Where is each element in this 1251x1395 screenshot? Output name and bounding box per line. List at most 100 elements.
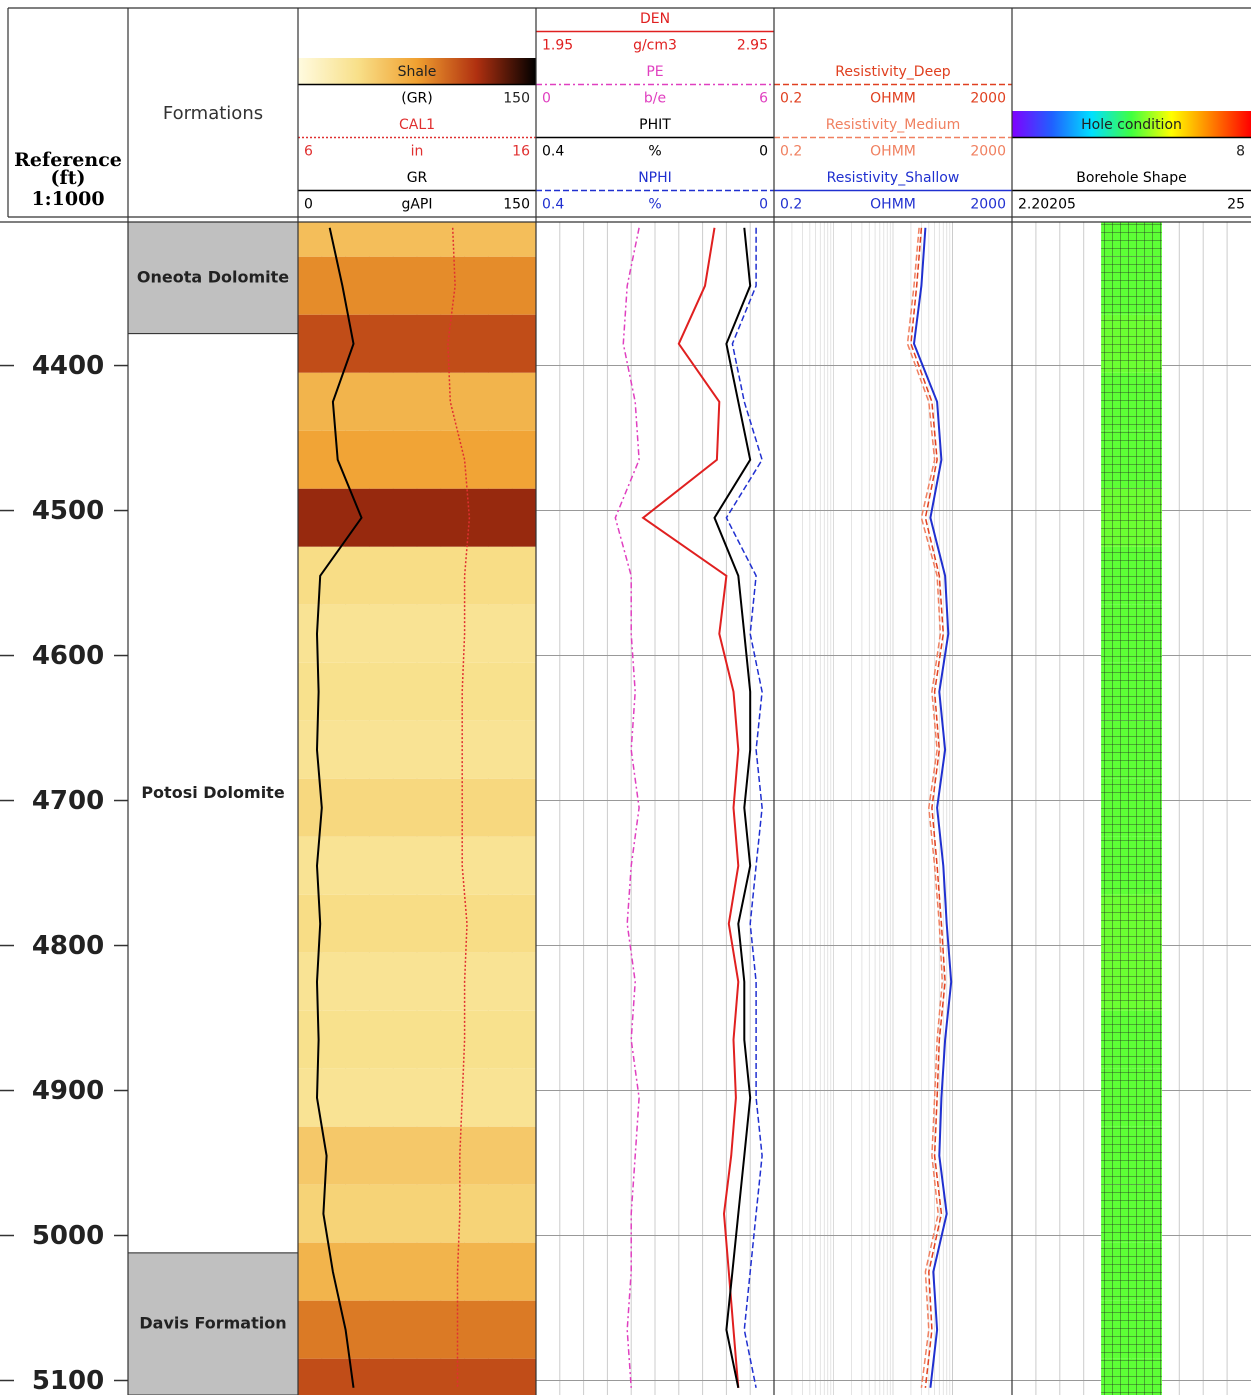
formation bbox=[127, 333, 299, 1254]
shale-shading bbox=[298, 1358, 536, 1395]
shale-shading bbox=[298, 1068, 536, 1127]
scale-max: 2000 bbox=[970, 144, 1006, 160]
shale-shading bbox=[298, 662, 536, 721]
scale-max: 8 bbox=[1236, 144, 1245, 160]
scale-unit: OHMM bbox=[870, 144, 916, 160]
depth-label: 4600 bbox=[32, 641, 104, 671]
scale-max: 150 bbox=[503, 91, 530, 107]
curve-name: Resistivity_Deep bbox=[835, 64, 951, 80]
scale-unit: g/cm3 bbox=[633, 38, 677, 54]
scale-unit: % bbox=[648, 144, 661, 160]
borehole-mesh bbox=[1101, 778, 1162, 837]
curve-name: PHIT bbox=[639, 117, 671, 133]
scale-max: 2.95 bbox=[737, 38, 768, 54]
scale-max: 150 bbox=[503, 197, 530, 213]
scale-min: 1 bbox=[304, 91, 313, 107]
log-curve bbox=[315, 227, 363, 1388]
borehole-mesh bbox=[1101, 1010, 1162, 1069]
colorbar bbox=[298, 58, 536, 85]
borehole-mesh bbox=[1101, 372, 1162, 431]
depth-label: 4500 bbox=[32, 496, 104, 526]
scale-max: 25 bbox=[1227, 197, 1245, 213]
borehole-mesh bbox=[1101, 662, 1162, 721]
borehole-mesh bbox=[1101, 1068, 1162, 1127]
colorbar bbox=[1012, 111, 1251, 138]
scale-max: 0 bbox=[759, 197, 768, 213]
scale-unit: OHMM bbox=[870, 197, 916, 213]
curve-name: Resistivity_Medium bbox=[826, 117, 961, 133]
formation-name: Oneota Dolomite bbox=[137, 267, 289, 286]
borehole-mesh bbox=[1101, 836, 1162, 895]
scale-max: 2000 bbox=[970, 197, 1006, 213]
shale-shading bbox=[298, 372, 536, 431]
tracks: Oneota Dolomite Potosi Dolomite Davis Form… bbox=[0, 11, 1251, 1395]
depth-label: 4400 bbox=[32, 351, 104, 381]
borehole-mesh bbox=[1101, 314, 1162, 373]
log-curve bbox=[912, 227, 953, 1388]
borehole-mesh bbox=[1101, 952, 1162, 1011]
shale-shading bbox=[298, 222, 536, 257]
shale-shading bbox=[298, 836, 536, 895]
borehole-mesh bbox=[1101, 1300, 1162, 1359]
depth-label: 4700 bbox=[32, 786, 104, 816]
depth-label: 5000 bbox=[32, 1221, 104, 1251]
shale-shading bbox=[298, 1010, 536, 1069]
shale-shading bbox=[298, 1300, 536, 1359]
shale-shading bbox=[298, 546, 536, 605]
scale-min: 1.95 bbox=[542, 38, 573, 54]
scale-min: 2.20205 bbox=[1018, 197, 1076, 213]
borehole-mesh bbox=[1101, 604, 1162, 663]
shale-shading bbox=[298, 778, 536, 837]
reference-scale: 1:1000 bbox=[31, 188, 104, 210]
scale-min: 0 bbox=[1018, 144, 1027, 160]
log-curve bbox=[641, 227, 740, 1388]
scale-max: 2000 bbox=[970, 91, 1006, 107]
scale-min: 0.2 bbox=[780, 144, 802, 160]
shale-shading bbox=[298, 430, 536, 489]
scale-unit: % bbox=[648, 197, 661, 213]
scale-unit: OHMM bbox=[870, 91, 916, 107]
shale-shading bbox=[298, 894, 536, 953]
reference-unit: (ft) bbox=[51, 167, 86, 189]
scale-unit: in bbox=[411, 144, 424, 160]
log-curve bbox=[447, 227, 471, 1388]
borehole-mesh bbox=[1101, 720, 1162, 779]
shale-shading bbox=[298, 1126, 536, 1185]
scale-max: 16 bbox=[512, 144, 530, 160]
borehole-mesh bbox=[1101, 222, 1162, 257]
scale-min: 0.2 bbox=[780, 91, 802, 107]
borehole-mesh bbox=[1101, 894, 1162, 953]
shale-shading bbox=[298, 314, 536, 373]
curve-name: Borehole Shape bbox=[1076, 170, 1186, 186]
scale-unit: (GR) bbox=[401, 91, 433, 107]
borehole-mesh bbox=[1101, 256, 1162, 315]
depth-label: 4900 bbox=[32, 1076, 104, 1106]
curve-name: Resistivity_Shallow bbox=[827, 170, 960, 186]
curve-name: CAL1 bbox=[399, 117, 435, 133]
curve-name: Hole condition bbox=[1081, 117, 1182, 133]
scale-min: 6 bbox=[304, 144, 313, 160]
scale-unit: gAPI bbox=[401, 197, 432, 213]
curve-name: DEN bbox=[640, 11, 670, 27]
frame bbox=[0, 7, 1251, 1395]
borehole-mesh bbox=[1101, 430, 1162, 489]
scale-min: 0.4 bbox=[542, 197, 564, 213]
shale-shading bbox=[298, 488, 536, 547]
borehole-mesh bbox=[1101, 1242, 1162, 1301]
scale-unit: b/e bbox=[644, 91, 666, 107]
formation bbox=[127, 221, 299, 335]
log-curve bbox=[906, 227, 944, 1388]
borehole-mesh bbox=[1101, 1358, 1162, 1395]
scale-min: 0 bbox=[542, 91, 551, 107]
scale-min: 0.4 bbox=[542, 144, 564, 160]
log-curve bbox=[614, 227, 640, 1388]
depth-label: 4800 bbox=[32, 931, 104, 961]
depth-label: 5100 bbox=[32, 1366, 104, 1395]
log-curve bbox=[725, 227, 763, 1388]
formation-name: Potosi Dolomite bbox=[141, 783, 284, 802]
shale-shading bbox=[298, 256, 536, 315]
curve-name: GR bbox=[407, 170, 428, 186]
curve-name: NPHI bbox=[638, 170, 672, 186]
reference-title: Reference bbox=[14, 149, 122, 171]
